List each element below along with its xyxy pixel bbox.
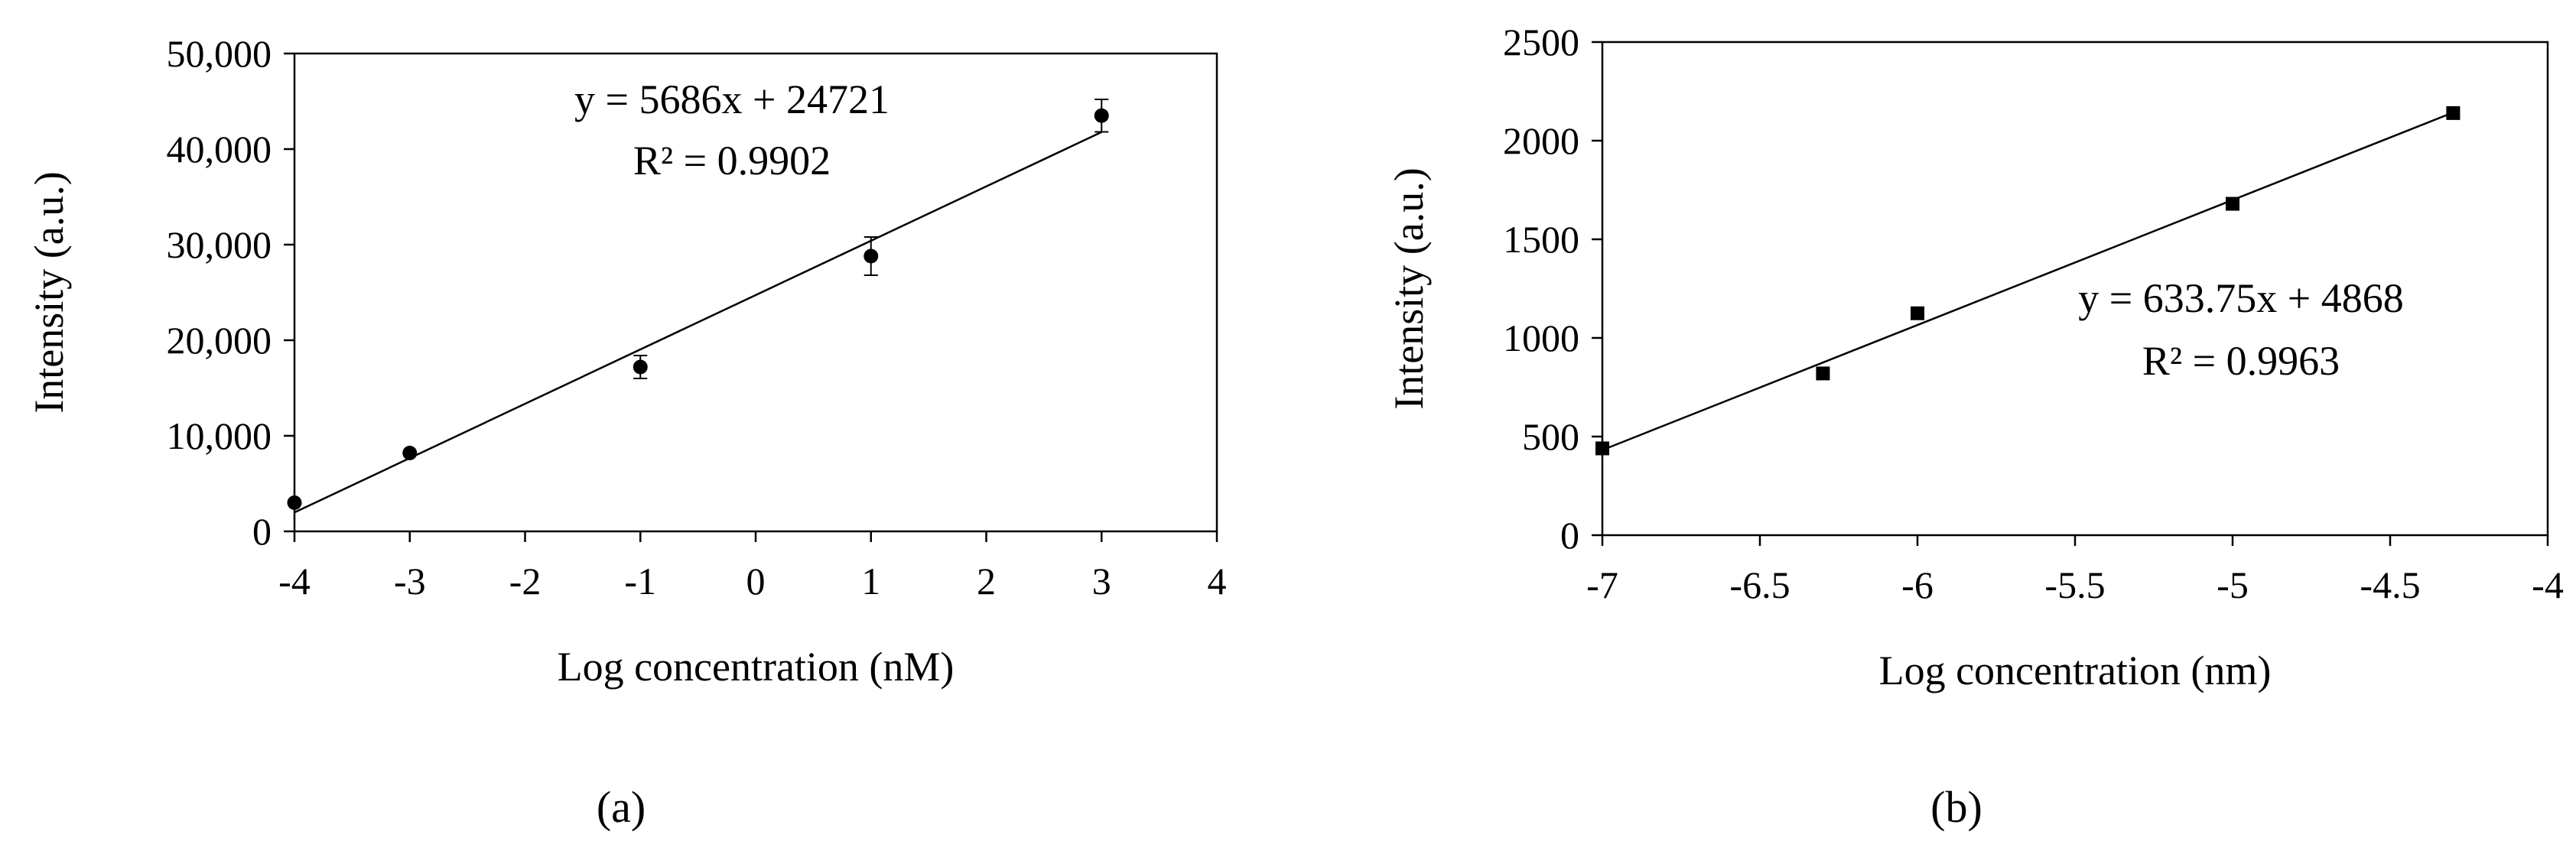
x-tick-label: 4 (1208, 560, 1227, 602)
x-tick-label: -4 (278, 560, 311, 602)
panel-label: (a) (597, 782, 646, 832)
data-point (1595, 441, 1609, 456)
x-tick-label: -7 (1586, 563, 1618, 606)
data-point (2226, 196, 2239, 211)
y-tick-label: 30,000 (167, 223, 272, 266)
x-tick-label: -6 (1901, 563, 1934, 606)
panel-label: (b) (1930, 782, 1982, 832)
x-tick-label: 0 (746, 560, 766, 602)
data-point (633, 359, 648, 375)
x-tick-label: -2 (509, 560, 542, 602)
r-squared-label: R² = 0.9902 (633, 138, 831, 183)
y-tick-label: 2000 (1503, 119, 1579, 162)
y-axis-title: Intensity (a.u.) (1386, 167, 1432, 409)
regression-equation: y = 5686x + 24721 (574, 76, 890, 122)
chart-panel-a: -4 -3 -2 -1 0 1 2 3 4 0 10,000 20,000 30,000 40,000 50… (26, 32, 1227, 832)
x-tick-label: -4 (2532, 563, 2564, 606)
y-axis-title: Intensity (a.u.) (26, 171, 72, 413)
data-point (402, 446, 418, 460)
plot-frame (293, 52, 1218, 533)
data-point (287, 495, 302, 510)
x-tick-label: -6.5 (1729, 563, 1790, 606)
data-point (2446, 106, 2461, 120)
data-point (1094, 108, 1109, 123)
trendline (1602, 111, 2454, 451)
y-tick-label: 0 (1560, 514, 1579, 557)
y-tick-label: 10,000 (167, 414, 272, 457)
x-tick-label: -3 (394, 560, 426, 602)
x-axis-title: Log concentration (nm) (1879, 648, 2272, 693)
y-tick-label: 40,000 (167, 128, 272, 170)
y-tick-label: 0 (252, 510, 272, 553)
data-point (1816, 366, 1830, 381)
chart-panel-b: -7 -6.5 -6 -5.5 -5 -4.5 -4 0 500 1000 1500 2000 2500… (1386, 21, 2564, 832)
y-tick-label: 500 (1522, 415, 1579, 458)
x-axis-title: Log concentration (nM) (558, 644, 955, 690)
data-point (1911, 306, 1924, 320)
regression-equation: y = 633.75x + 4868 (2078, 275, 2403, 321)
x-tick-label: -1 (624, 560, 656, 602)
y-tick-label: 50,000 (167, 32, 272, 75)
x-tick-label: 2 (977, 560, 996, 602)
y-tick-label: 1000 (1503, 317, 1579, 359)
x-tick-label: -4.5 (2360, 563, 2420, 606)
y-tick-label: 1500 (1503, 218, 1579, 261)
r-squared-label: R² = 0.9963 (2142, 338, 2340, 384)
y-tick-label: 20,000 (167, 319, 272, 362)
y-tick-label: 2500 (1503, 21, 1579, 63)
trendline (294, 131, 1102, 514)
x-tick-label: 1 (861, 560, 880, 602)
plot-frame (1601, 41, 2549, 537)
data-point (864, 248, 879, 264)
x-tick-label: -5 (2217, 563, 2249, 606)
x-tick-label: -5.5 (2044, 563, 2105, 606)
x-tick-label: 3 (1092, 560, 1111, 602)
